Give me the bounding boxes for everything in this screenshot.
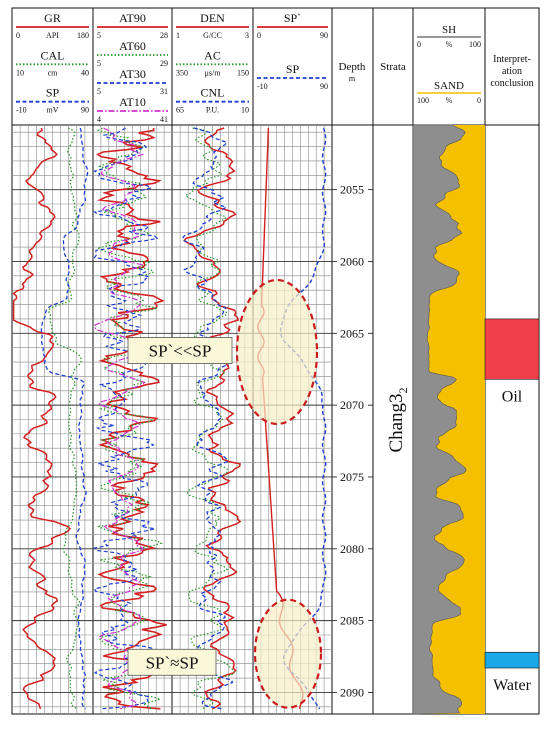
header-scale-max: 41 <box>160 115 168 124</box>
header-sand-name: SAND <box>434 80 464 92</box>
header-scale-min: 0 <box>257 31 261 40</box>
header-scale-min: 10 <box>16 68 24 77</box>
header-scale-max: 180 <box>77 31 89 40</box>
highlight-ellipse-upper <box>235 278 319 426</box>
header-at90-name: AT90 <box>119 11 146 25</box>
header-scale-max: 10 <box>241 106 249 115</box>
header-ac-name: AC <box>204 48 221 62</box>
header-scale-min: -10 <box>16 106 27 115</box>
header-scale-max: 90 <box>81 106 89 115</box>
header-scale-min: 5 <box>97 87 101 96</box>
depth-label: 2070 <box>340 398 364 412</box>
header-den-name: DEN <box>200 11 225 25</box>
header-scale-min: 5 <box>97 31 101 40</box>
shale-fill <box>412 124 467 715</box>
header-cnl-name: CNL <box>201 86 225 100</box>
annotation-text: SP`≈SP <box>146 653 199 672</box>
depth-label: 2090 <box>340 685 364 699</box>
interpretation-zone-water <box>484 651 540 669</box>
header-unit: P.U. <box>206 106 219 115</box>
header-scale-max: 150 <box>237 68 249 77</box>
header-scale-max: 29 <box>160 59 168 68</box>
header-cal-name: CAL <box>41 48 65 62</box>
strata-header-title: Strata <box>380 61 406 73</box>
header-scale-min: 0 <box>417 40 421 49</box>
depth-label: 2075 <box>340 470 364 484</box>
header-scale-max: 31 <box>160 87 168 96</box>
interpretation-label-water: Water <box>493 677 531 694</box>
header-scale-max: 40 <box>81 68 89 77</box>
depth-label: 2080 <box>340 542 364 556</box>
header-unit: % <box>446 40 453 49</box>
header-scale-max: 90 <box>320 31 328 40</box>
annotation-box <box>127 648 217 676</box>
den-curve <box>183 127 242 710</box>
annotation-box <box>127 337 233 364</box>
header-scale-max: 90 <box>320 82 328 91</box>
sp-curve-track4 <box>279 127 327 710</box>
depth-label: 2085 <box>340 614 364 628</box>
annotation-text: SP`<<SP <box>149 342 212 361</box>
interpretation-header-line: ation <box>502 66 522 77</box>
header-sp-prime-name: SP` <box>284 11 301 25</box>
header-scale-min: 100 <box>417 96 429 105</box>
depth-label: 2055 <box>340 183 364 197</box>
header-unit: G/CC <box>203 31 222 40</box>
header-at10-name: AT10 <box>119 95 146 109</box>
header-scale-min: 65 <box>176 106 184 115</box>
header-scale-max: 3 <box>245 31 249 40</box>
header-scale-min: 1 <box>176 31 180 40</box>
depth-header-title: Depth <box>339 61 366 73</box>
gr-curve <box>12 127 72 710</box>
sp-curve-track1 <box>40 127 89 710</box>
depth-header-unit: m <box>349 74 356 83</box>
cnl-curve <box>181 127 234 710</box>
interpretation-label-oil: Oil <box>502 388 523 405</box>
header-unit: % <box>446 96 453 105</box>
header-at60-name: AT60 <box>119 39 146 53</box>
cal-curve <box>47 127 82 710</box>
interpretation-zone-oil <box>484 318 540 380</box>
header-at30-name: AT30 <box>119 67 146 81</box>
at30-curve <box>92 127 159 710</box>
at10-curve <box>93 127 146 710</box>
header-sh-name: SH <box>442 24 456 36</box>
header-gr-name: GR <box>44 11 61 25</box>
header-scale-max: 28 <box>160 31 168 40</box>
header-unit: API <box>46 31 59 40</box>
header-sp-name: SP <box>46 86 60 100</box>
highlight-ellipse-lower <box>253 598 323 709</box>
header-scale-min: -10 <box>257 82 268 91</box>
strata-name: Chang32 <box>386 387 410 452</box>
header-unit: cm <box>48 68 59 77</box>
depth-label: 2060 <box>340 254 364 268</box>
header-scale-min: 4 <box>97 115 101 124</box>
header-sp-name: SP <box>286 62 300 76</box>
depth-label: 2065 <box>340 326 364 340</box>
interpretation-header-line: conclusion <box>490 78 533 89</box>
header-scale-max: 0 <box>477 96 481 105</box>
header-unit: μs/m <box>205 68 222 77</box>
header-scale-min: 5 <box>97 59 101 68</box>
header-unit: mV <box>47 106 59 115</box>
header-scale-min: 0 <box>16 31 20 40</box>
interpretation-header-line: Interpret- <box>493 54 531 65</box>
header-scale-max: 100 <box>469 40 481 49</box>
header-scale-min: 350 <box>176 68 188 77</box>
